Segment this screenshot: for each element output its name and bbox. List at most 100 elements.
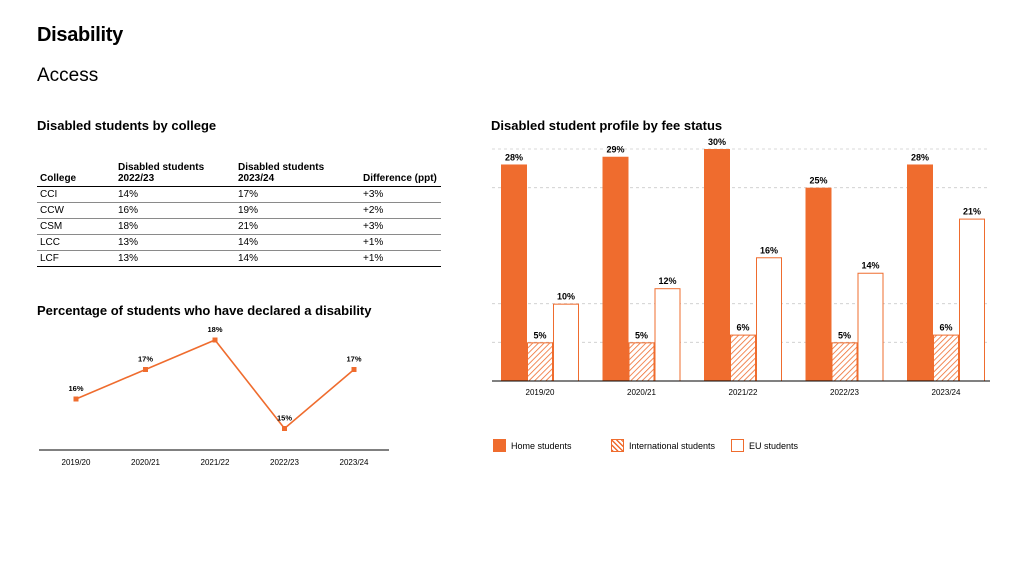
line-point (143, 367, 148, 372)
line-x-tick-label: 2023/24 (340, 458, 369, 467)
bar-chart: 28% 5% 10% 2019/20 29% 5% 12% 2020/21 30% 6% 16% 20… (492, 137, 990, 397)
bar (933, 334, 959, 382)
bar-x-tick-label: 2022/23 (830, 388, 859, 397)
line-data-label: 17% (346, 355, 361, 364)
line-chart: 16% 2019/20 17% 2020/21 18% 2021/22 15% 2022/23… (39, 325, 389, 467)
line-data-label: 15% (277, 414, 292, 423)
line-series (75, 339, 355, 430)
bar (907, 164, 933, 381)
page-title: Disability (37, 24, 123, 46)
bar-data-label: 28% (911, 152, 929, 162)
legend-swatch (493, 439, 506, 452)
bar-data-label: 25% (809, 176, 827, 186)
line-x-tick-label: 2022/23 (270, 458, 299, 467)
line-data-label: 18% (207, 325, 222, 334)
table-cell: 13% (115, 250, 235, 267)
bar-x-tick-label: 2021/22 (729, 388, 758, 397)
bar (602, 156, 629, 381)
table-cell: 21% (235, 218, 360, 235)
table-header-row: College Disabled students 2022/23 Disabl… (37, 162, 441, 187)
table-cell: LCC (37, 234, 115, 251)
bar (628, 342, 655, 382)
table-title: Disabled students by college (37, 118, 217, 133)
bar (553, 303, 579, 382)
table-row: LCF 13% 14% +1% (37, 250, 441, 267)
table-cell: 19% (235, 202, 360, 219)
legend-item: International students (611, 439, 715, 452)
bar (704, 149, 730, 381)
bar-data-label: 30% (708, 137, 726, 147)
header-2023-24: Disabled students 2023/24 (235, 162, 360, 187)
bar-data-label: 12% (658, 276, 676, 286)
bar-data-label: 6% (736, 323, 749, 333)
table-cell: 14% (235, 250, 360, 267)
header-difference: Difference (ppt) (360, 162, 441, 187)
table-cell: 14% (235, 234, 360, 251)
page-subtitle: Access (37, 65, 99, 86)
bar (730, 334, 756, 382)
table-cell: CSM (37, 218, 115, 235)
legend-item: EU students (731, 439, 798, 452)
bar (501, 164, 527, 381)
line-point (282, 426, 287, 431)
bar (756, 257, 782, 382)
table-cell: LCF (37, 250, 115, 267)
line-point (73, 396, 79, 402)
bar-data-label: 21% (963, 207, 981, 217)
bar (527, 342, 553, 382)
bar-data-label: 6% (939, 323, 952, 333)
legend-label: EU students (749, 440, 799, 451)
college-table: College Disabled students 2022/23 Disabl… (37, 162, 441, 267)
table-row: CCW 16% 19% +2% (37, 202, 441, 219)
legend-item: Home students (493, 439, 572, 452)
legend-swatch (611, 439, 624, 452)
header-college: College (37, 162, 115, 187)
bar-chart-legend: Home students International students EU st… (493, 439, 913, 455)
bar-data-label: 10% (557, 292, 575, 302)
bar-x-tick-label: 2020/21 (627, 388, 656, 397)
bar-data-label: 28% (505, 152, 523, 162)
table-cell: 14% (115, 186, 235, 203)
table-cell: 16% (115, 202, 235, 219)
bar-data-label: 5% (635, 330, 648, 340)
line-x-tick-label: 2019/20 (62, 458, 91, 467)
table-cell: +1% (360, 234, 441, 251)
legend-swatch (731, 439, 744, 452)
bar (857, 272, 884, 382)
bar (831, 342, 858, 382)
table-row: CCI 14% 17% +3% (37, 186, 441, 203)
table-cell: 18% (115, 218, 235, 235)
table-cell: +3% (360, 186, 441, 203)
table-cell: +2% (360, 202, 441, 219)
header-2022-23: Disabled students 2022/23 (115, 162, 235, 187)
table-row: CSM 18% 21% +3% (37, 218, 441, 235)
bar-data-label: 5% (533, 330, 546, 340)
bar (654, 288, 681, 382)
line-chart-title: Percentage of students who have declared… (37, 303, 372, 318)
table-cell: 17% (235, 186, 360, 203)
bar-chart-title: Disabled student profile by fee status (491, 118, 723, 133)
table-cell: CCW (37, 202, 115, 219)
table-cell: +3% (360, 218, 441, 235)
line-point (212, 337, 218, 343)
line-point (351, 367, 357, 372)
table-cell: +1% (360, 250, 441, 267)
bar-data-label: 14% (861, 261, 879, 271)
line-data-label: 17% (138, 355, 153, 364)
table-cell: 13% (115, 234, 235, 251)
legend-label: International students (629, 440, 716, 451)
bar-data-label: 16% (760, 245, 778, 255)
table-cell: CCI (37, 186, 115, 203)
bar-x-tick-label: 2023/24 (932, 388, 961, 397)
table-body: CCI 14% 17% +3% CCW 16% 19% +2% CSM 18% 21% +3% LCC 1… (37, 186, 441, 267)
table-row: LCC 13% 14% +1% (37, 234, 441, 251)
bar (805, 187, 832, 381)
line-x-tick-label: 2021/22 (201, 458, 230, 467)
bar-x-tick-label: 2019/20 (526, 388, 555, 397)
bar-data-label: 29% (606, 145, 624, 155)
line-x-tick-label: 2020/21 (131, 458, 160, 467)
legend-label: Home students (511, 440, 572, 451)
bar-data-label: 5% (838, 330, 851, 340)
bar (959, 218, 985, 382)
line-data-label: 16% (68, 384, 83, 393)
